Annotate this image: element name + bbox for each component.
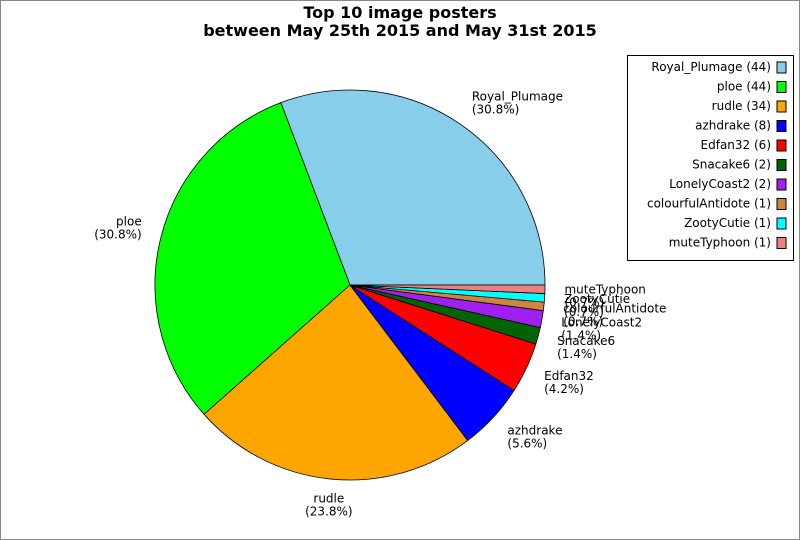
legend-label: ploe (44) (717, 80, 771, 94)
slice-percent: (1.4%) (561, 329, 601, 343)
legend-swatch (776, 237, 787, 249)
legend-swatch (776, 100, 787, 113)
slice-percent: (30.8%) (472, 102, 519, 116)
legend-swatch (776, 159, 787, 171)
pie-slice (349, 284, 546, 294)
slice-percent: (5.6%) (507, 437, 547, 451)
slice-label: muteTyphoon (564, 283, 645, 297)
slice-percent: (4.2%) (544, 382, 584, 396)
legend-label: azhdrake (8) (695, 119, 771, 133)
slice-label: ZootyCutie (564, 292, 630, 306)
legend-label: Snacake6 (2) (692, 158, 771, 172)
legend-label: Royal_Plumage (44) (651, 60, 771, 74)
pie-slice (203, 284, 469, 481)
slice-label: colourfulAntidote (563, 302, 666, 316)
slice-label: Snacake6 (557, 334, 615, 348)
pie-slice (280, 89, 546, 286)
slice-percent: (0.7%) (563, 315, 603, 329)
legend-box (627, 55, 794, 261)
legend-label: Edfan32 (6) (701, 138, 771, 152)
legend-label: LonelyCoast2 (2) (669, 177, 771, 191)
slice-percent: (0.7%) (564, 305, 604, 319)
legend-label: ZootyCutie (1) (684, 216, 771, 230)
legend-swatch (776, 217, 787, 230)
legend-label: muteTyphoon (1) (669, 236, 771, 250)
legend-swatch (776, 81, 787, 93)
slice-percent: (23.8%) (305, 504, 352, 518)
legend-swatch (776, 139, 787, 152)
slice-label: Royal_Plumage (472, 89, 563, 103)
pie-slice (154, 102, 351, 415)
slice-percent: (0.7%) (564, 296, 604, 310)
slice-label: rudle (313, 491, 344, 505)
legend-label: colourfulAntidote (1) (647, 197, 771, 211)
legend-swatch (776, 61, 787, 74)
slice-percent: (1.4%) (557, 347, 597, 361)
chart-subtitle: between May 25th 2015 and May 31st 2015 (203, 21, 597, 40)
slice-label: Edfan32 (544, 369, 594, 383)
legend-swatch (776, 198, 787, 210)
slice-percent: (30.8%) (94, 228, 141, 242)
legend-swatch (776, 178, 787, 191)
slice-label: azhdrake (507, 424, 562, 438)
chart-title: Top 10 image posters (303, 3, 496, 22)
legend-label: rudle (34) (712, 99, 771, 113)
legend-swatch (776, 120, 787, 132)
slice-label: ploe (116, 215, 142, 229)
slice-label: LonelyCoast2 (561, 316, 642, 330)
